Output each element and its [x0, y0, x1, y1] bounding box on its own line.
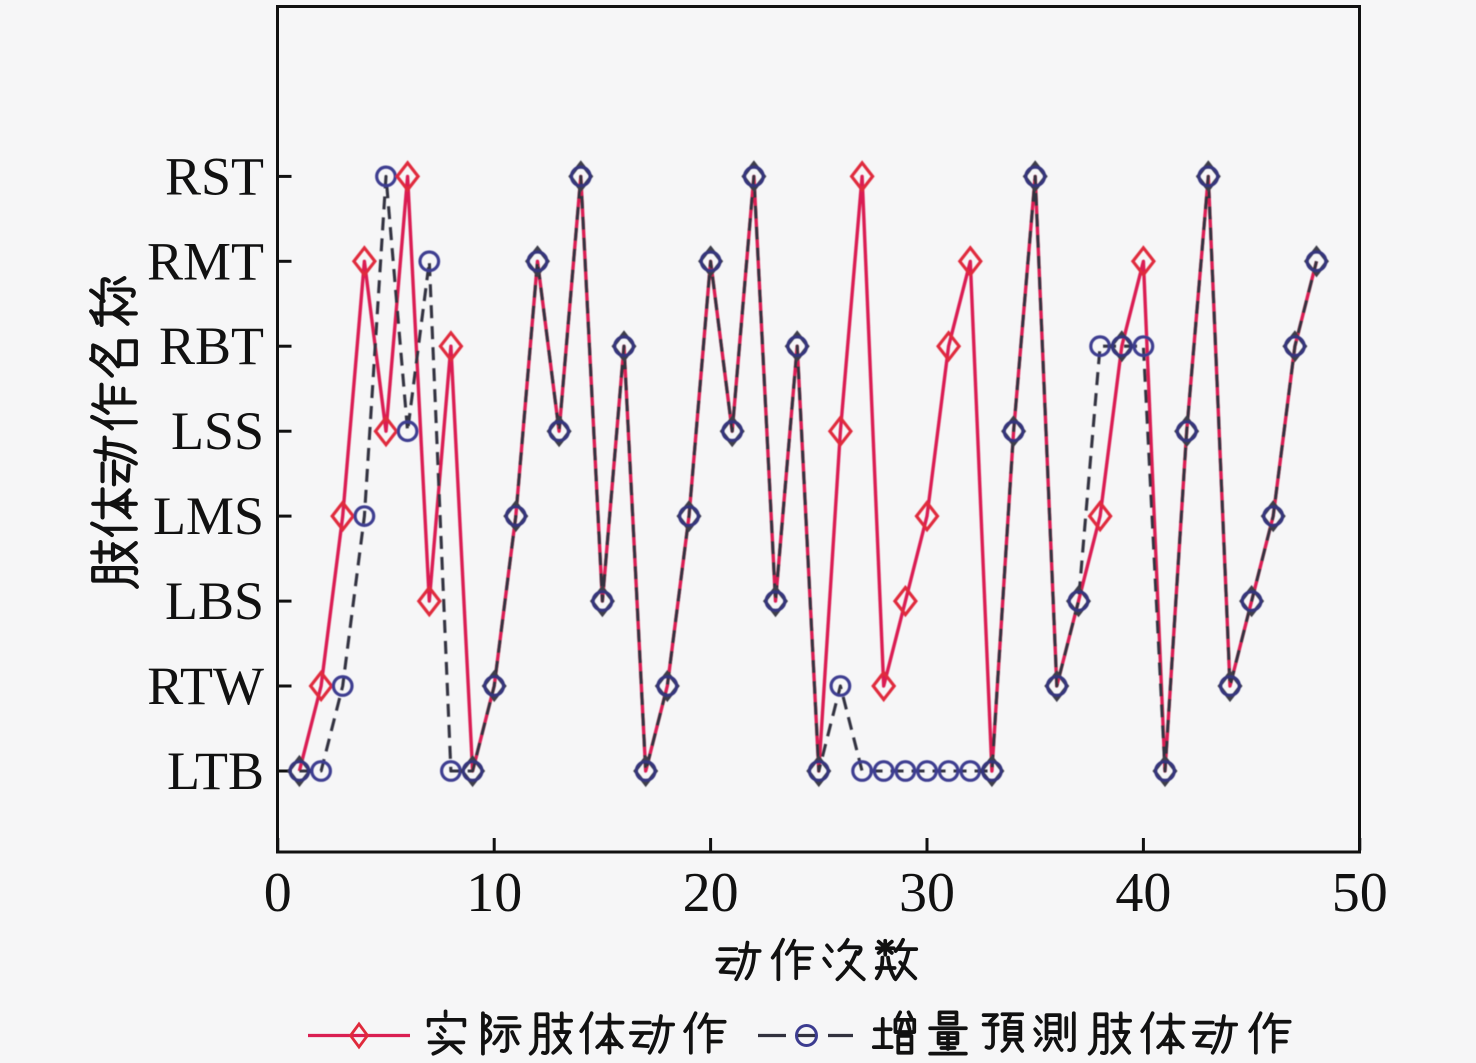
svg-text:LTB: LTB: [167, 741, 264, 801]
svg-text:20: 20: [683, 862, 739, 924]
svg-text:RMT: RMT: [147, 231, 264, 291]
svg-text:30: 30: [899, 862, 955, 924]
svg-text:RBT: RBT: [159, 316, 264, 376]
svg-text:50: 50: [1332, 862, 1388, 924]
svg-text:LMS: LMS: [153, 486, 264, 546]
svg-text:10: 10: [466, 862, 522, 924]
svg-text:RST: RST: [165, 146, 264, 206]
svg-text:0: 0: [264, 862, 292, 924]
svg-text:RTW: RTW: [147, 656, 264, 716]
svg-text:LSS: LSS: [171, 401, 264, 461]
svg-text:40: 40: [1115, 862, 1171, 924]
svg-text:LBS: LBS: [165, 571, 264, 631]
